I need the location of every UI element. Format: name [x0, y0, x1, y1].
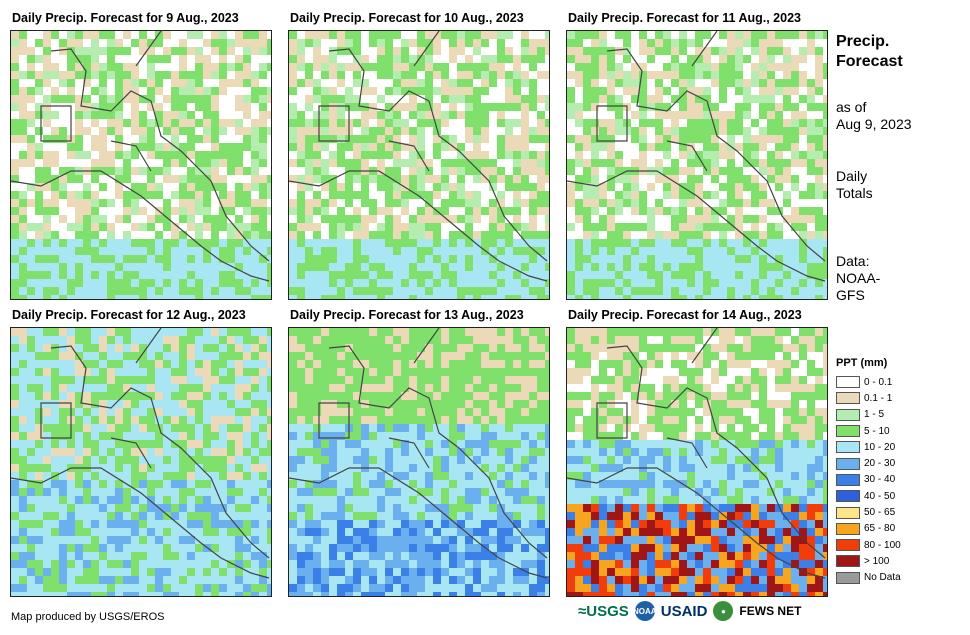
legend-label: 5 - 10 [864, 425, 890, 437]
rainfall-field [567, 31, 827, 299]
forecast-map-1 [10, 30, 272, 300]
side-title-line1: Precip. [836, 33, 890, 50]
legend-label: 20 - 30 [864, 458, 896, 470]
usgs-logo: ≈USGS [578, 602, 629, 620]
legend-label: 0.1 - 1 [864, 392, 893, 404]
legend-item: 10 - 20 [836, 439, 901, 455]
data-line2: NOAA- [836, 270, 881, 286]
credit-text: Map produced by USGS/EROS [11, 611, 165, 623]
data-line3: GFS [836, 287, 865, 303]
coastline-border [567, 31, 826, 282]
data-line1: Data: [836, 253, 870, 269]
totals-note: Daily Totals [836, 168, 873, 202]
forecast-map-3 [566, 30, 828, 300]
as-of-value: Aug 9, 2023 [836, 116, 912, 132]
side-title: Precip. Forecast [836, 32, 903, 72]
side-title-line2: Forecast [836, 53, 903, 70]
legend-swatch [836, 506, 860, 519]
panel-title-3: Daily Precip. Forecast for 11 Aug., 2023 [568, 11, 801, 25]
rainfall-field [567, 328, 827, 596]
totals-line1: Daily [836, 168, 868, 184]
panel-title-2: Daily Precip. Forecast for 10 Aug., 2023 [290, 11, 524, 25]
legend-title: PPT (mm) [836, 357, 888, 369]
legend-swatch [836, 473, 860, 486]
legend-item: 30 - 40 [836, 472, 901, 488]
rainfall-field [289, 328, 549, 596]
legend-swatch [836, 457, 860, 470]
legend-item: 65 - 80 [836, 521, 901, 537]
panel-title-6: Daily Precip. Forecast for 14 Aug., 2023 [568, 308, 802, 322]
forecast-map-5 [288, 327, 550, 597]
logo-strip: ≈USGS NOAA USAID ● FEWS NET [578, 601, 801, 621]
forecast-map-2 [288, 30, 550, 300]
coastline-border [567, 328, 826, 579]
fewsnet-logo: FEWS NET [739, 604, 802, 618]
legend-label: 40 - 50 [864, 490, 896, 502]
legend-item: No Data [836, 570, 901, 586]
totals-line2: Totals [836, 185, 873, 201]
legend: 0 - 0.1 0.1 - 1 1 - 5 5 - 10 10 - 20 20 - 30 3… [836, 374, 901, 586]
legend-item: 50 - 65 [836, 504, 901, 520]
panel-title-1: Daily Precip. Forecast for 9 Aug., 2023 [12, 11, 239, 25]
coastline-border [11, 31, 270, 282]
legend-item: 0.1 - 1 [836, 390, 901, 406]
legend-item: > 100 [836, 553, 901, 569]
legend-label: > 100 [864, 555, 890, 567]
fews-globe-icon: ● [713, 601, 734, 621]
coastline-border [289, 328, 548, 579]
coastline-border [289, 31, 548, 282]
legend-item: 80 - 100 [836, 537, 901, 553]
legend-item: 0 - 0.1 [836, 374, 901, 390]
rainfall-field [11, 31, 271, 299]
rainfall-field [289, 31, 549, 299]
legend-label: No Data [864, 572, 901, 584]
legend-swatch [836, 571, 860, 584]
panel-title-4: Daily Precip. Forecast for 12 Aug., 2023 [12, 308, 246, 322]
usaid-logo: USAID [660, 602, 708, 620]
legend-label: 80 - 100 [864, 539, 901, 551]
legend-swatch [836, 392, 860, 405]
legend-label: 50 - 65 [864, 507, 896, 519]
legend-swatch [836, 408, 860, 421]
legend-item: 1 - 5 [836, 407, 901, 423]
legend-label: 30 - 40 [864, 474, 896, 486]
legend-swatch [836, 539, 860, 552]
legend-swatch [836, 490, 860, 503]
rainfall-field [11, 328, 271, 596]
legend-swatch [836, 555, 860, 568]
panel-title-5: Daily Precip. Forecast for 13 Aug., 2023 [290, 308, 524, 322]
legend-label: 0 - 0.1 [864, 376, 893, 388]
legend-label: 10 - 20 [864, 441, 896, 453]
forecast-map-4 [10, 327, 272, 597]
legend-label: 65 - 80 [864, 523, 896, 535]
forecast-map-6 [566, 327, 828, 597]
legend-item: 20 - 30 [836, 455, 901, 471]
as-of-label: as of [836, 99, 867, 115]
legend-label: 1 - 5 [864, 409, 885, 421]
legend-swatch [836, 376, 860, 389]
legend-swatch [836, 441, 860, 454]
legend-item: 5 - 10 [836, 423, 901, 439]
legend-swatch [836, 522, 860, 535]
data-source: Data: NOAA- GFS [836, 253, 880, 304]
legend-item: 40 - 50 [836, 488, 901, 504]
coastline-border [11, 328, 270, 579]
legend-swatch [836, 425, 860, 438]
as-of-date: as of Aug 9, 2023 [836, 99, 912, 133]
noaa-logo: NOAA [633, 601, 657, 621]
